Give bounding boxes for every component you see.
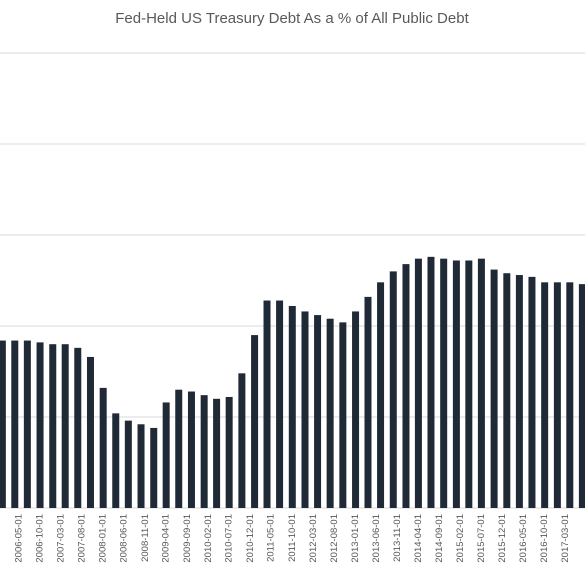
bar xyxy=(112,413,120,508)
x-tick-label: 2017-03-01 xyxy=(560,514,571,563)
x-tick-label: 2014-04-01 xyxy=(413,514,424,563)
bar xyxy=(36,342,44,508)
bar xyxy=(61,344,69,508)
bar xyxy=(11,340,19,508)
bar xyxy=(288,305,296,508)
x-tick-label: 2013-06-01 xyxy=(371,514,382,563)
bar xyxy=(477,258,485,508)
bar xyxy=(414,258,422,508)
bar xyxy=(490,269,498,508)
bar xyxy=(49,344,57,508)
bar xyxy=(528,276,536,508)
x-tick-label: 2015-12-01 xyxy=(497,514,508,563)
bar xyxy=(566,282,574,508)
bar xyxy=(276,300,284,508)
x-tick-label: 2006-05-01 xyxy=(13,514,24,563)
bar xyxy=(187,391,195,508)
bar xyxy=(200,395,208,508)
x-tick-label: 2010-07-01 xyxy=(224,514,235,563)
bar xyxy=(162,402,170,508)
bar xyxy=(402,264,410,508)
bar xyxy=(553,282,561,508)
x-tick-label: 2013-11-01 xyxy=(392,514,403,562)
bar xyxy=(86,356,94,508)
x-tick-label: 2013-01-01 xyxy=(350,514,361,563)
bar xyxy=(23,340,31,508)
bar xyxy=(452,260,460,508)
bar xyxy=(175,389,183,508)
x-tick-label: 2008-01-01 xyxy=(98,514,109,563)
x-tick-label: 2007-03-01 xyxy=(55,514,66,563)
bar xyxy=(389,271,397,508)
bar xyxy=(74,347,82,508)
x-tick-label: 2009-04-01 xyxy=(161,514,172,563)
x-tick-label: 2016-10-01 xyxy=(539,514,550,563)
bar xyxy=(377,282,385,508)
x-tick-label: 2011-05-01 xyxy=(266,514,277,562)
bar xyxy=(541,282,549,508)
bar xyxy=(339,322,347,508)
bar xyxy=(137,424,145,508)
chart-title: Fed-Held US Treasury Debt As a % of All … xyxy=(115,10,469,27)
bar xyxy=(301,311,309,508)
bar xyxy=(213,398,221,508)
x-tick-label: 2008-11-01 xyxy=(140,514,151,562)
bar xyxy=(427,256,435,508)
x-tick-label: 2016-05-01 xyxy=(518,514,529,563)
x-tick-label: 2015-02-01 xyxy=(455,514,466,563)
x-tick-label: 2006-10-01 xyxy=(35,514,46,563)
bar xyxy=(503,273,511,508)
bar xyxy=(124,420,132,508)
bar xyxy=(238,373,246,508)
x-tick-label: 2009-09-01 xyxy=(182,514,193,563)
bar xyxy=(465,260,473,508)
x-tick-label: 2014-09-01 xyxy=(434,514,445,563)
x-tick-label: 2011-10-01 xyxy=(287,514,298,562)
x-tick-label: 2010-12-01 xyxy=(245,514,256,563)
bar xyxy=(352,311,360,508)
bar xyxy=(150,427,158,508)
bar xyxy=(314,315,322,508)
bar xyxy=(515,275,523,508)
bar xyxy=(251,335,259,508)
x-tick-label: 2010-02-01 xyxy=(203,514,214,563)
bar xyxy=(364,296,372,508)
bar xyxy=(99,387,107,508)
bar xyxy=(225,396,233,508)
x-tick-label: 2007-08-01 xyxy=(77,514,88,563)
bar xyxy=(326,318,334,508)
bar xyxy=(440,258,448,508)
x-tick-label: 2012-08-01 xyxy=(329,514,340,563)
x-tick-label: 2012-03-01 xyxy=(308,514,319,563)
bar xyxy=(578,284,585,508)
bar xyxy=(0,340,6,508)
x-tick-label: 2015-07-01 xyxy=(476,514,487,563)
x-tick-label: 2008-06-01 xyxy=(119,514,130,563)
bar xyxy=(263,300,271,508)
